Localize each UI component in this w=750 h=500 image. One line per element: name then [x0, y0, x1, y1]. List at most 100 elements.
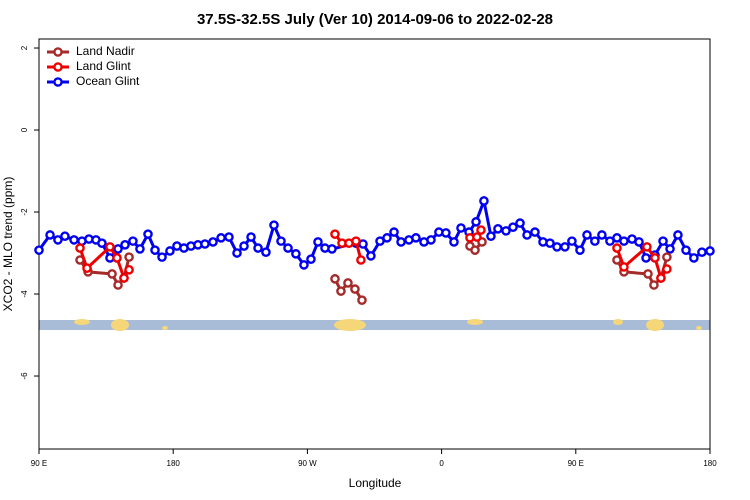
data-point	[472, 232, 482, 242]
data-point	[112, 253, 122, 263]
data-point	[567, 236, 577, 246]
data-point	[124, 252, 134, 262]
data-point	[471, 217, 481, 227]
data-point	[658, 236, 668, 246]
data-point	[470, 245, 480, 255]
data-point	[157, 252, 167, 262]
data-point	[641, 253, 651, 263]
data-point	[590, 236, 600, 246]
data-point	[530, 227, 540, 237]
data-point	[200, 239, 210, 249]
data-point	[105, 242, 115, 252]
data-point	[612, 243, 622, 253]
data-point	[426, 235, 436, 245]
data-point	[665, 244, 675, 254]
data-point	[143, 229, 153, 239]
data-point	[239, 241, 249, 251]
data-point	[545, 238, 555, 248]
data-point	[522, 230, 532, 240]
data-point	[350, 284, 360, 294]
data-point	[673, 230, 683, 240]
data-point	[135, 244, 145, 254]
data-point	[582, 230, 592, 240]
data-point	[486, 231, 496, 242]
data-point	[697, 247, 707, 257]
legend-marker	[53, 47, 63, 57]
data-point	[560, 242, 570, 252]
data-point	[327, 244, 337, 254]
data-point	[389, 227, 399, 237]
data-point	[508, 222, 518, 232]
data-point	[351, 236, 361, 246]
x-tick-label: 90 E	[31, 459, 47, 468]
data-point	[619, 236, 629, 246]
data-point	[493, 224, 503, 234]
y-tick-label: 0	[20, 127, 29, 132]
y-tick-label: -6	[20, 372, 29, 380]
data-point	[120, 240, 130, 250]
data-point	[689, 253, 699, 263]
data-point	[60, 231, 70, 242]
data-point	[253, 243, 263, 253]
data-point	[113, 244, 123, 254]
data-point	[681, 245, 691, 255]
data-point	[208, 237, 218, 247]
data-point	[501, 226, 511, 236]
data-point	[356, 255, 366, 265]
data-point	[476, 225, 486, 235]
x-tick-label: 90 W	[298, 459, 317, 468]
chart-title: 37.5S-32.5S July (Ver 10) 2014-09-06 to …	[197, 11, 553, 28]
data-point	[128, 236, 138, 246]
data-point	[232, 248, 242, 258]
data-point	[366, 251, 376, 261]
x-tick-label: 180	[167, 459, 181, 468]
data-point	[224, 232, 234, 242]
data-point	[276, 236, 286, 246]
x-axis-label: Longitude	[349, 476, 402, 490]
data-point	[97, 238, 107, 248]
data-point	[119, 273, 129, 283]
legend-label: Ocean Glint	[76, 74, 140, 88]
data-point	[246, 232, 256, 242]
data-point	[82, 263, 92, 273]
data-point	[552, 242, 562, 252]
data-point	[662, 264, 672, 274]
data-point	[456, 223, 466, 233]
data-point	[283, 243, 293, 253]
map-strip	[39, 319, 710, 331]
y-tick-label: -2	[20, 208, 29, 216]
data-point	[336, 286, 346, 296]
data-point	[634, 237, 644, 247]
data-point	[291, 249, 301, 259]
data-point	[269, 220, 279, 230]
x-tick-label: 90 E	[568, 459, 584, 468]
data-point	[330, 274, 340, 284]
data-point	[299, 260, 309, 270]
legend-label: Land Nadir	[76, 44, 135, 58]
x-tick-label: 0	[439, 459, 444, 468]
data-point	[649, 280, 659, 290]
data-point	[107, 269, 117, 279]
data-point	[75, 243, 85, 253]
data-point	[650, 253, 660, 263]
data-point	[396, 237, 406, 247]
data-point	[515, 218, 525, 228]
data-point	[643, 269, 653, 279]
data-point	[575, 245, 585, 255]
legend-marker	[53, 62, 63, 72]
data-point	[34, 245, 44, 255]
y-tick-label: -4	[20, 290, 29, 298]
data-point	[642, 242, 652, 252]
data-point	[441, 228, 451, 238]
data-point	[619, 262, 629, 272]
y-tick-label: 2	[20, 45, 29, 50]
data-point	[306, 254, 316, 264]
data-point	[705, 246, 715, 256]
data-point	[124, 265, 134, 275]
data-point	[165, 246, 175, 256]
data-point	[330, 229, 340, 239]
data-point	[343, 278, 353, 288]
data-point	[216, 233, 226, 243]
data-point	[313, 237, 323, 247]
